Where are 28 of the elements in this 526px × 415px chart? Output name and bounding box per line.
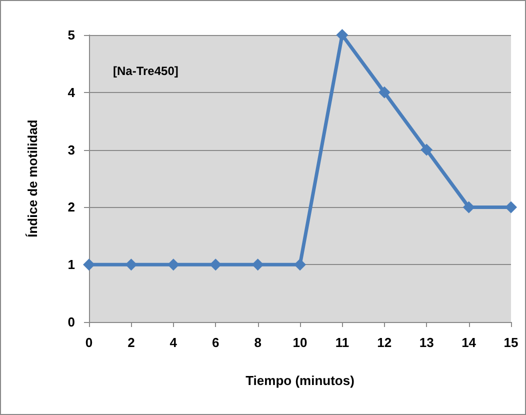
y-tick-label: 5 [68, 28, 75, 42]
annotation: [Na-Tre450] [113, 64, 178, 78]
point [420, 144, 433, 156]
y-tick-label: 4 [68, 84, 76, 100]
point [378, 86, 390, 98]
x-tick-label: 13 [419, 335, 434, 350]
x-axis-title: Tiempo (minutos) [246, 373, 354, 388]
x-tick-label: 2 [128, 335, 135, 350]
x-tick-label: 8 [254, 335, 262, 350]
point [505, 201, 517, 214]
y-tick-label: 2 [68, 200, 75, 215]
x-tick-label: 14 [462, 335, 477, 350]
x-tick-label: 4 [170, 335, 178, 350]
x-tick-label: 10 [292, 335, 308, 350]
y-axis-title: Índice de motilidad [25, 120, 40, 238]
x-tick-label: 0 [85, 335, 93, 350]
point [336, 29, 348, 41]
x-tick-label: 12 [377, 335, 392, 350]
y-tick-label: 0 [68, 314, 75, 330]
point [125, 258, 138, 271]
x-tick-label: 11 [335, 335, 350, 350]
x-tick-label: 15 [504, 335, 518, 350]
point [294, 258, 306, 271]
point [83, 258, 95, 271]
y-tick-label: 1 [68, 257, 75, 272]
x-tick-label: 6 [212, 335, 220, 350]
point [252, 258, 264, 271]
y-tick-label: 3 [68, 142, 75, 158]
